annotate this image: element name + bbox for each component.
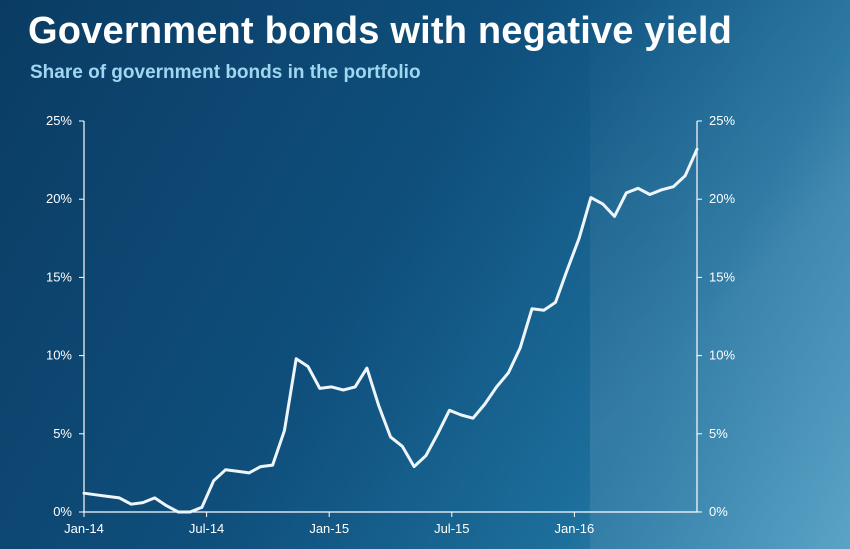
y-tick-label-right: 15% [709, 269, 735, 284]
chart-axes [83, 121, 698, 513]
data-point [589, 196, 593, 199]
y-tick-label-left: 25% [46, 113, 72, 128]
y-tick-label-right: 10% [709, 348, 735, 363]
data-point [566, 268, 569, 271]
data-point [177, 510, 180, 514]
data-point [106, 495, 109, 498]
x-tick-label: Jul-14 [189, 521, 224, 536]
data-point [259, 465, 262, 468]
data-point [82, 492, 86, 495]
y-tick-label-left: 10% [46, 348, 72, 363]
y-tick-label-left: 0% [53, 504, 72, 519]
x-tick-label: Jan-15 [309, 521, 349, 536]
chart-subtitle: Share of government bonds in the portfol… [30, 62, 421, 83]
x-tick-label: Jul-15 [434, 521, 469, 536]
data-point [365, 366, 369, 370]
x-tick-label: Jan-16 [555, 521, 595, 536]
data-point [424, 454, 428, 457]
data-point [436, 432, 439, 435]
series-layer [82, 147, 699, 514]
chart-ticks: 0% 5% 10% 15% 20% 25% 0% 5% 10% 15% 20% 25% Jan-14 Ju… [46, 113, 735, 536]
data-point [625, 191, 628, 195]
data-point [471, 417, 475, 420]
data-point [165, 504, 168, 507]
data-point [94, 493, 98, 496]
data-point [648, 193, 651, 196]
data-point [224, 468, 227, 471]
data-point [318, 387, 321, 390]
y-tick-label-left: 20% [46, 191, 72, 206]
data-point [460, 413, 463, 417]
data-point [188, 510, 192, 514]
data-point [377, 404, 380, 407]
data-point [271, 463, 274, 467]
data-point [695, 148, 699, 151]
data-point [412, 465, 416, 468]
y-tick-label-right: 20% [709, 191, 735, 206]
data-point [507, 371, 510, 374]
y-tick-label-right: 25% [709, 113, 735, 128]
data-point [353, 385, 357, 389]
data-point [530, 307, 534, 310]
y-tick-label-right: 5% [709, 426, 728, 441]
data-point [401, 445, 404, 448]
data-point [601, 202, 604, 206]
data-point [636, 187, 640, 190]
x-tick-label: Jan-14 [64, 521, 104, 536]
data-point [130, 503, 133, 506]
y-tick-label-right: 0% [709, 504, 728, 519]
data-point [247, 471, 251, 475]
data-point [118, 496, 121, 500]
data-point [448, 409, 451, 412]
data-point [236, 470, 239, 473]
data-point [153, 496, 156, 500]
data-point [283, 429, 286, 432]
data-point [330, 385, 333, 389]
data-point [342, 388, 345, 392]
data-point [200, 506, 204, 509]
data-point [684, 174, 687, 177]
data-point [495, 385, 498, 389]
data-point [613, 215, 616, 218]
y-tick-label-left: 5% [53, 426, 72, 441]
series-line-0 [82, 147, 699, 514]
y-tick-label-left: 15% [46, 269, 72, 284]
data-point [141, 501, 145, 504]
data-point [672, 185, 675, 188]
data-point [660, 188, 663, 191]
data-point [577, 237, 581, 240]
data-point [542, 309, 545, 312]
data-point [212, 479, 215, 482]
data-point [389, 435, 392, 439]
chart-title: Government bonds with negative yield [28, 10, 732, 52]
data-point [554, 301, 557, 304]
data-point [483, 402, 486, 406]
data-point [295, 357, 298, 360]
data-point [306, 365, 310, 368]
data-point [519, 346, 522, 349]
